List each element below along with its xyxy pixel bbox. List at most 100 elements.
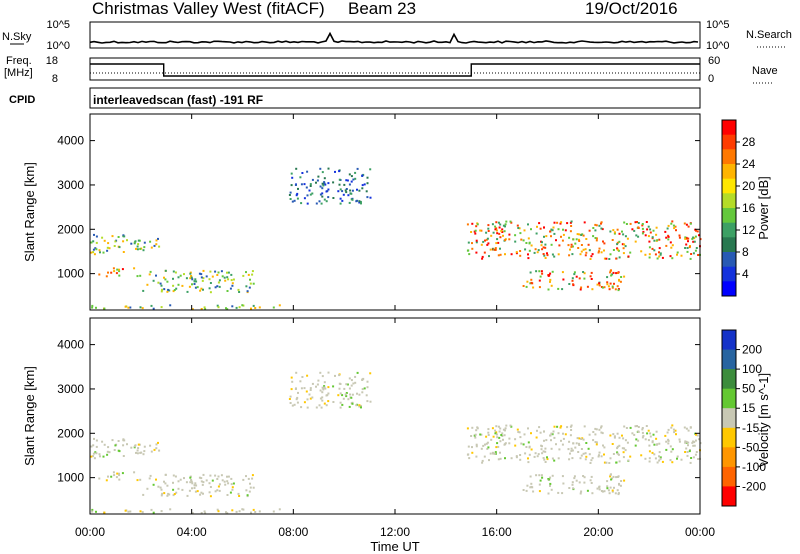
velocity-echo-point — [575, 479, 578, 482]
power-echo-point — [527, 237, 530, 240]
velocity-echo-point — [505, 424, 508, 427]
power-plot-frame — [89, 113, 701, 311]
velocity-echo-point — [309, 387, 312, 390]
power-echo-point — [232, 278, 235, 281]
velocity-echo-point — [543, 458, 546, 461]
power-echo-point — [299, 176, 302, 179]
power-echo-point — [583, 221, 586, 224]
velocity-echo-point — [502, 428, 505, 431]
velocity-echo-point — [615, 461, 618, 464]
power-echo-point — [161, 288, 164, 291]
velocity-echo-point — [602, 444, 604, 447]
velocity-echo-point — [487, 446, 490, 449]
power-echo-point — [278, 304, 281, 307]
velocity-echo-point — [553, 459, 556, 462]
power-echo-point — [670, 222, 673, 225]
power-echo-point — [349, 189, 352, 192]
velocity-echo-point — [590, 482, 593, 484]
velocity-echo-point — [365, 394, 368, 397]
power-echo-point — [651, 247, 654, 250]
power-echo-point — [618, 278, 620, 281]
velocity-echo-point — [590, 475, 593, 478]
power-echo-point — [633, 229, 636, 232]
power-echo-point — [289, 191, 292, 194]
velocity-echo-point — [189, 476, 192, 479]
velocity-echo-point — [592, 431, 595, 433]
velocity-echo-point — [560, 439, 562, 442]
velocity-echo-point — [609, 473, 612, 476]
power-echo-point — [603, 286, 606, 289]
power-echo-point — [697, 254, 700, 256]
power-echo-point — [488, 255, 490, 258]
velocity-echo-point — [350, 384, 353, 387]
power-echo-point — [594, 223, 597, 226]
velocity-echo-point — [122, 438, 125, 441]
velocity-echo-point — [481, 459, 484, 462]
power-echo-point — [691, 237, 694, 240]
power-echo-point — [551, 253, 554, 256]
velocity-echo-point — [92, 444, 95, 447]
power-echo-point — [487, 242, 490, 245]
velocity-echo-point — [624, 439, 627, 442]
velocity-echo-point — [606, 487, 609, 490]
power-echo-point — [576, 233, 579, 236]
power-echo-point — [155, 243, 158, 246]
velocity-echo-point — [345, 392, 348, 394]
velocity-echo-point — [325, 404, 328, 407]
power-echo-point — [338, 183, 341, 186]
power-echo-point — [666, 227, 669, 230]
velocity-echo-point — [90, 445, 93, 448]
velocity-echo-point — [337, 394, 340, 397]
xtick-label: 16:00 — [482, 525, 512, 539]
velocity-echo-point — [594, 433, 597, 436]
power-echo-point — [153, 244, 156, 247]
power-echo-point — [609, 230, 612, 233]
power-echo-point — [152, 307, 155, 310]
power-echo-point — [688, 246, 691, 249]
power-echo-point — [549, 272, 552, 275]
power-echo-point — [112, 267, 115, 270]
velocity-echo-point — [656, 443, 659, 446]
velocity-echo-point — [90, 455, 93, 458]
power-echo-point — [609, 282, 612, 285]
power-echo-point — [168, 289, 171, 292]
velocity-echo-point — [498, 436, 501, 439]
power-echo-point — [468, 253, 471, 256]
power-echo-point — [695, 229, 697, 232]
velocity-echo-point — [360, 406, 362, 409]
velocity-echo-point — [363, 387, 366, 390]
power-echo-point — [527, 253, 529, 256]
velocity-colorbar-swatch — [722, 388, 736, 409]
power-echo-point — [594, 229, 597, 232]
velocity-echo-point — [567, 448, 570, 451]
power-echo-point — [309, 185, 312, 187]
velocity-echo-point — [570, 449, 573, 452]
velocity-echo-point — [674, 429, 677, 432]
velocity-echo-point — [179, 478, 182, 481]
power-echo-point — [217, 271, 220, 274]
velocity-echo-point — [245, 489, 248, 492]
power-echo-point — [571, 279, 574, 282]
power-echo-point — [622, 252, 625, 255]
velocity-echo-point — [189, 481, 192, 484]
velocity-echo-point — [354, 381, 357, 384]
velocity-echo-point — [480, 447, 483, 450]
velocity-echo-point — [137, 443, 140, 446]
power-echo-point — [529, 282, 532, 285]
velocity-echo-point — [574, 446, 577, 449]
velocity-echo-point — [504, 429, 506, 432]
power-colorbar-swatch — [722, 208, 736, 224]
velocity-echo-point — [611, 477, 614, 480]
velocity-echo-point — [547, 492, 550, 495]
power-echo-point — [290, 184, 293, 187]
velocity-echo-point — [656, 461, 659, 464]
power-echo-point — [231, 284, 234, 287]
power-echo-point — [685, 243, 688, 246]
velocity-echo-point — [214, 474, 217, 477]
power-echo-point — [95, 235, 98, 238]
velocity-echo-point — [134, 444, 137, 447]
power-echo-point — [306, 170, 309, 173]
power-echo-point — [218, 279, 221, 282]
velocity-echo-point — [114, 444, 117, 447]
velocity-echo-point — [544, 461, 547, 463]
